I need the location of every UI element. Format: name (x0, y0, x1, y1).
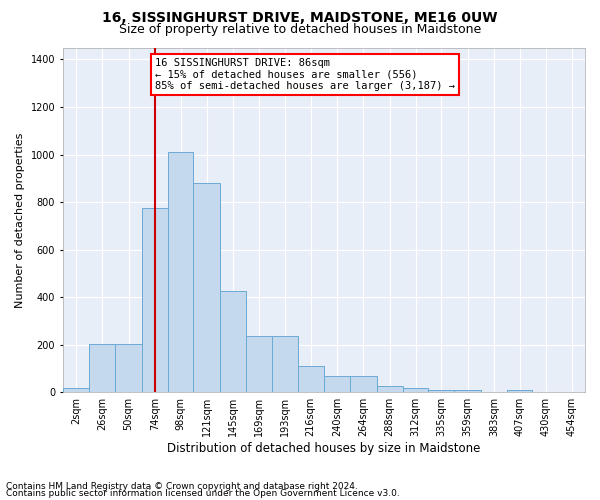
Bar (220, 292, 246, 392)
Text: Contains public sector information licensed under the Open Government Licence v3: Contains public sector information licen… (6, 489, 400, 498)
Bar (507, 390, 532, 392)
Bar (272, 336, 298, 392)
Bar (193, 183, 220, 392)
Bar (403, 388, 428, 392)
Bar (142, 208, 168, 392)
Bar (246, 336, 272, 392)
Text: Contains HM Land Registry data © Crown copyright and database right 2024.: Contains HM Land Registry data © Crown c… (6, 482, 358, 491)
Bar (63, 388, 89, 392)
Bar (428, 390, 454, 392)
Bar (324, 376, 350, 392)
Y-axis label: Number of detached properties: Number of detached properties (15, 132, 25, 308)
X-axis label: Distribution of detached houses by size in Maidstone: Distribution of detached houses by size … (167, 442, 481, 455)
Bar (89, 344, 115, 392)
Bar (377, 386, 403, 392)
Text: Size of property relative to detached houses in Maidstone: Size of property relative to detached ho… (119, 22, 481, 36)
Bar (115, 344, 142, 392)
Text: 16, SISSINGHURST DRIVE, MAIDSTONE, ME16 0UW: 16, SISSINGHURST DRIVE, MAIDSTONE, ME16 … (102, 11, 498, 25)
Bar (298, 366, 324, 392)
Bar (350, 376, 377, 392)
Bar (454, 390, 481, 392)
Text: 16 SISSINGHURST DRIVE: 86sqm
← 15% of detached houses are smaller (556)
85% of s: 16 SISSINGHURST DRIVE: 86sqm ← 15% of de… (155, 58, 455, 91)
Bar (168, 152, 193, 392)
